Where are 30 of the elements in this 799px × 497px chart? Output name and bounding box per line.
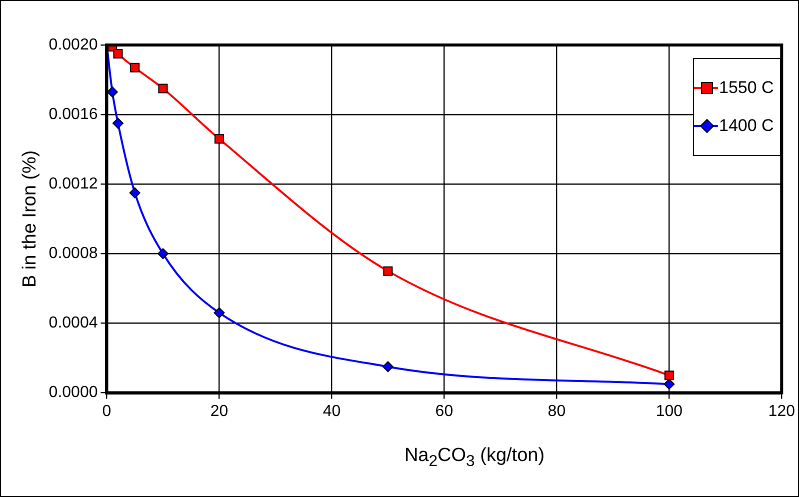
y-tick-label: 0.0020 [48,36,98,54]
y-axis-title: B in the Iron (%) [20,150,41,288]
y-tick-label: 0.0008 [48,245,98,262]
point [129,187,140,198]
x-tick-label: 80 [548,402,566,420]
point [158,84,168,94]
point [214,134,224,144]
x-axis-title: Na$_{2}$CO$_{3}$ (kg/ton) [403,445,546,471]
x-tick-label: 20 [210,402,228,420]
point [383,266,393,276]
point [664,378,675,390]
y-tick-label: 0.0012 [48,176,98,193]
y-tick-label: 0.0004 [48,314,98,332]
x-tick-label: 120 [768,402,796,420]
point [113,48,123,58]
x-tick-label: 0 [102,402,112,420]
point [112,118,124,129]
y-tick-label: 0.0016 [48,106,98,123]
y-tick-label: 0.0000 [48,384,98,402]
point [382,361,394,372]
point [664,370,674,380]
point [214,307,225,318]
point [106,86,118,98]
x-tick-label: 40 [322,402,341,420]
point [130,62,140,72]
x-tick-label: 60 [435,402,454,420]
x-tick-label: 100 [656,402,683,420]
legend-label: 1550 C [719,78,774,98]
legend-label: 1400 C [719,116,774,136]
point [157,248,168,260]
